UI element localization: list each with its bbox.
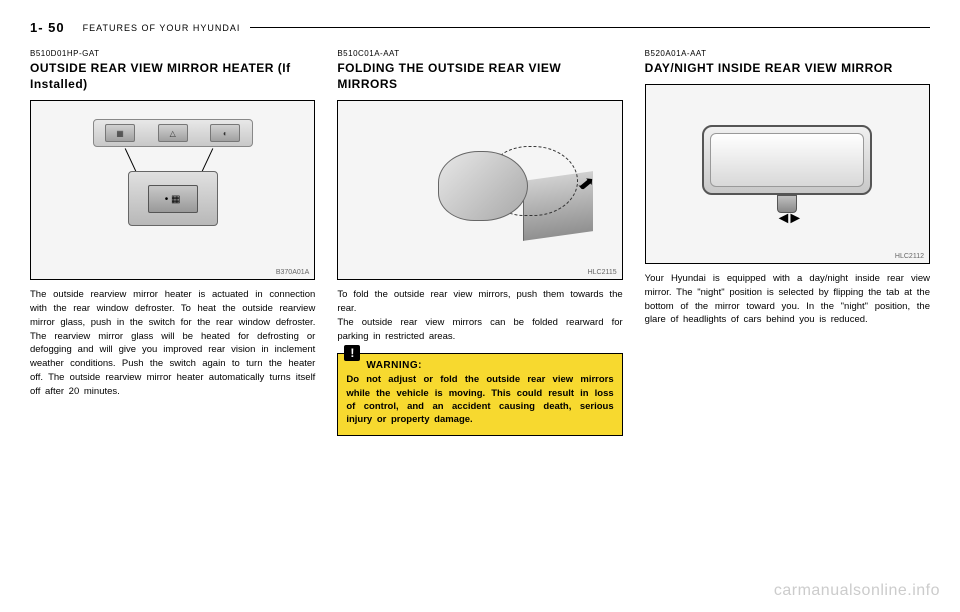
figure-label: B370A01A (276, 269, 309, 276)
figure-inside-mirror: ◄► HLC2112 (645, 84, 930, 264)
heading: FOLDING THE OUTSIDE REAR VIEW MIRRORS (337, 60, 622, 92)
header-rule (250, 27, 930, 28)
light-button-icon: ◐ (210, 124, 240, 142)
figure-label: HLC2115 (588, 269, 617, 276)
defrost-switch-icon: • ▦ (148, 185, 198, 213)
section-title: FEATURES OF YOUR HYUNDAI (83, 23, 241, 33)
column-1: B510D01HP-GAT OUTSIDE REAR VIEW MIRROR H… (30, 49, 315, 436)
column-2: B510C01A-AAT FOLDING THE OUTSIDE REAR VI… (337, 49, 622, 436)
body-text: The outside rearview mirror heater is ac… (30, 288, 315, 398)
mirror-illustration: ➥ (348, 121, 611, 259)
body-text: Your Hyundai is equipped with a day/nigh… (645, 272, 930, 327)
doc-code: B510D01HP-GAT (30, 49, 315, 58)
heading: OUTSIDE REAR VIEW MIRROR HEATER (If Inst… (30, 60, 315, 92)
warning-box: ! WARNING: Do not adjust or fold the out… (337, 353, 622, 435)
content-columns: B510D01HP-GAT OUTSIDE REAR VIEW MIRROR H… (30, 49, 930, 436)
doc-code: B520A01A-AAT (645, 49, 930, 58)
figure-mirror-heater: ▦ △ ◐ • ▦ B370A01A (30, 100, 315, 280)
page-header: 1- 50 FEATURES OF YOUR HYUNDAI (30, 20, 930, 35)
heading: DAY/NIGHT INSIDE REAR VIEW MIRROR (645, 60, 930, 76)
warning-text: Do not adjust or fold the outside rear v… (346, 373, 613, 426)
flip-arrows-icon: ◄► (775, 210, 799, 228)
manual-page: 1- 50 FEATURES OF YOUR HYUNDAI B510D01HP… (0, 0, 960, 436)
hazard-button-icon: △ (158, 124, 188, 142)
body-text: To fold the outside rear view mirrors, p… (337, 288, 622, 343)
switch-callout: • ▦ (128, 171, 218, 226)
defrost-button-icon: ▦ (105, 124, 135, 142)
page-number: 1- 50 (30, 20, 65, 35)
figure-label: HLC2112 (895, 253, 924, 260)
inside-mirror-shape (702, 125, 872, 195)
switch-panel-illustration: ▦ △ ◐ (93, 119, 253, 147)
watermark: carmanualsonline.info (774, 582, 940, 600)
doc-code: B510C01A-AAT (337, 49, 622, 58)
figure-folding-mirror: ➥ HLC2115 (337, 100, 622, 280)
warning-title: WARNING: (366, 360, 613, 371)
column-3: B520A01A-AAT DAY/NIGHT INSIDE REAR VIEW … (645, 49, 930, 436)
warning-icon: ! (344, 345, 360, 361)
